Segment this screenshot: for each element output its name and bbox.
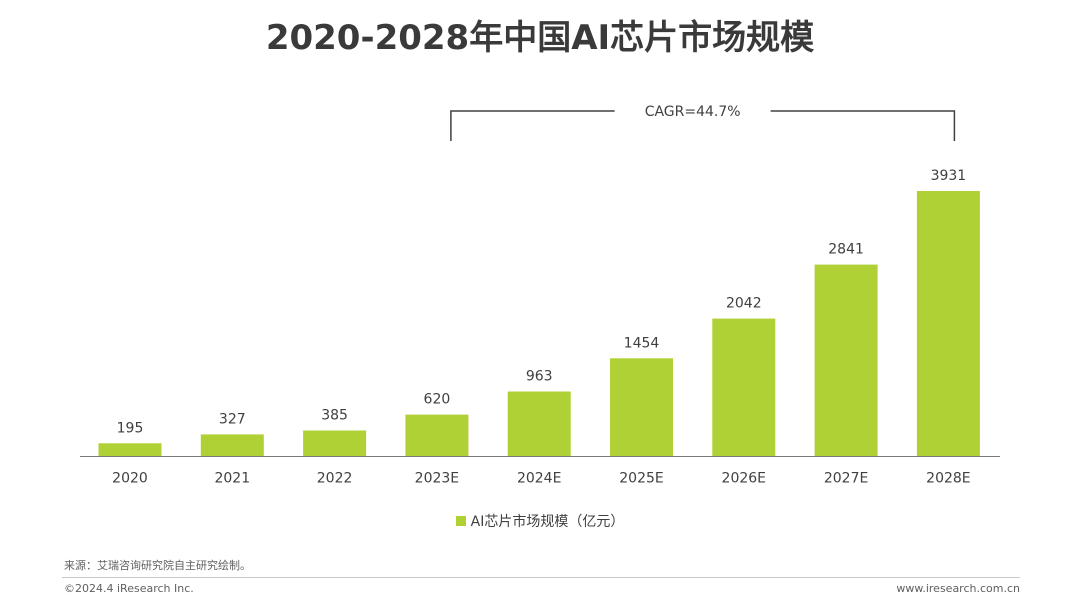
data-label: 963 (526, 369, 553, 385)
bar (712, 318, 776, 457)
x-tick-label: 2025E (619, 471, 663, 487)
legend-swatch (455, 516, 466, 526)
cagr-bracket-right (770, 110, 956, 141)
cagr-bracket-left (450, 110, 615, 141)
x-tick-label: 2020 (112, 471, 148, 487)
bar (200, 434, 264, 457)
x-tick-label: 2027E (824, 471, 868, 487)
x-tick-label: 2021 (214, 471, 250, 487)
bar (814, 264, 878, 457)
bar (507, 391, 571, 457)
chart-title: 2020-2028年中国AI芯片市场规模 (265, 18, 815, 58)
cagr-label: CAGR=44.7% (645, 104, 741, 120)
legend: AI芯片市场规模（亿元） (0, 511, 1080, 531)
data-label: 3931 (931, 168, 967, 184)
bar (610, 358, 673, 457)
copyright: ©2024.4 iResearch Inc. (64, 582, 194, 595)
source-note: 来源：艾瑞咨询研究院自主研究绘制。 (64, 559, 251, 572)
x-tick-label: 2024E (517, 471, 561, 487)
bar (98, 443, 162, 457)
bar (916, 191, 980, 457)
x-tick-label: 2023E (415, 471, 459, 487)
data-label: 385 (321, 408, 348, 424)
x-tick-label: 2026E (722, 471, 766, 487)
data-label: 327 (219, 411, 246, 427)
data-label: 2042 (726, 296, 762, 312)
legend-label: AI芯片市场规模（亿元） (470, 514, 625, 530)
data-label: 1454 (624, 335, 660, 351)
data-label: 620 (424, 392, 451, 408)
data-label: 195 (117, 420, 144, 436)
website: www.iresearch.com.cn (896, 582, 1020, 595)
x-tick-label: 2028E (926, 471, 970, 487)
bar (405, 414, 469, 457)
footer-divider (62, 577, 1020, 578)
bar (303, 430, 367, 457)
x-tick-label: 2022 (317, 471, 353, 487)
data-label: 2841 (828, 242, 864, 258)
